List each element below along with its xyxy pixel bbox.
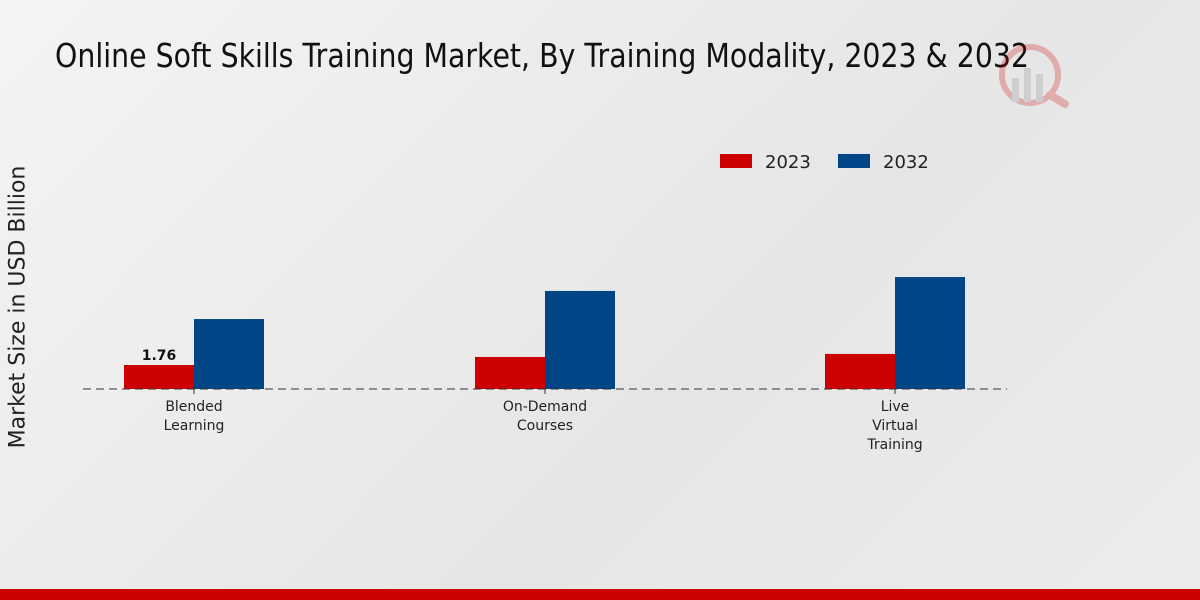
x-tick-label: Training [866,437,922,453]
bar-2023-2 [825,353,895,389]
legend-label-2023: 2023 [765,152,811,173]
bar-2023-1 [475,356,545,389]
legend-swatch-2032 [838,154,870,168]
x-tick-label: Courses [517,418,573,434]
x-tick-label: Blended [165,399,222,415]
x-tick-label: Live [881,399,910,415]
legend-swatch-2023 [720,154,752,168]
watermark-logo [999,44,1069,108]
chart-title: Online Soft Skills Training Market, By T… [55,36,1030,75]
data-label: 1.76 [142,348,177,364]
bar-2023-0 [124,365,194,389]
bar-2032-2 [895,277,965,389]
bar-2032-0 [194,319,264,389]
legend-label-2032: 2032 [883,152,929,173]
x-tick-label: Virtual [872,418,918,434]
x-tick-label: Learning [164,418,225,434]
bar-2032-1 [545,290,615,389]
footer-bar [0,589,1200,600]
x-tick-label: On-Demand [503,399,587,415]
